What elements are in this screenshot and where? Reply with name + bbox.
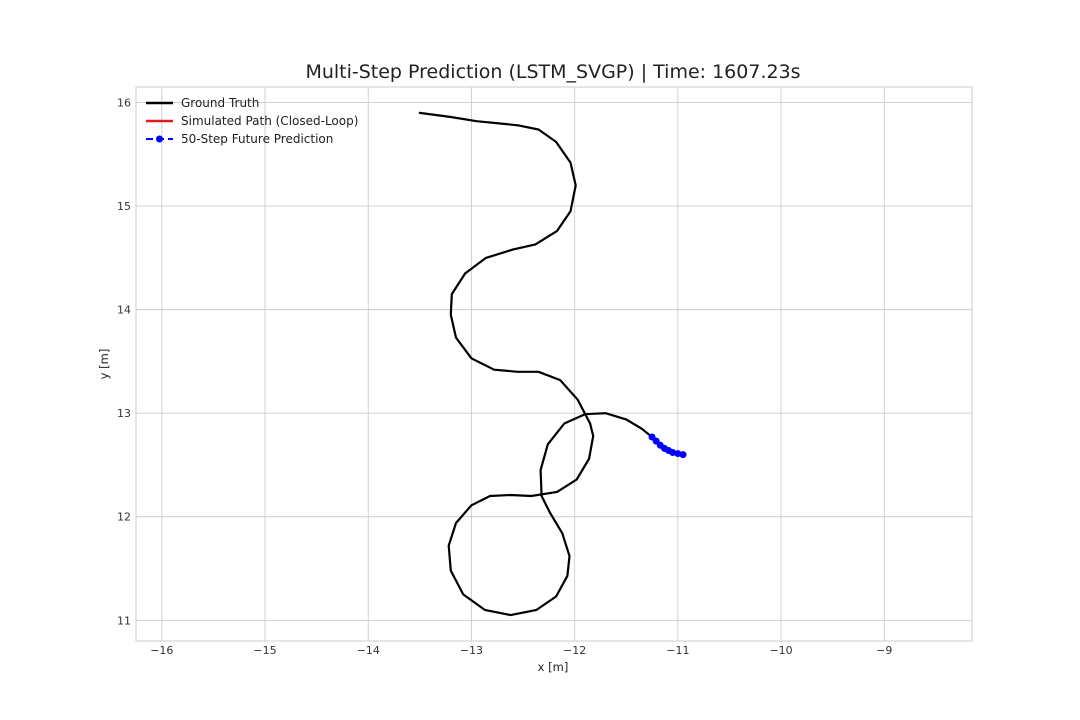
x-tick-label: −15 <box>253 644 276 657</box>
legend-entry-label: 50-Step Future Prediction <box>181 132 333 146</box>
plot-area: −16 −15 −14 −13 −12 −11 −10 −9 11 12 13 14 15 16 <box>117 86 973 657</box>
legend-marker <box>156 135 163 143</box>
legend: Ground Truth Simulated Path (Closed-Loop)… <box>146 96 358 146</box>
y-axis-label: y [m] <box>97 349 111 380</box>
chart-title: Multi-Step Prediction (LSTM_SVGP) | Time… <box>305 61 800 83</box>
x-tick-label: −11 <box>666 644 689 657</box>
y-tick-label: 14 <box>117 304 131 317</box>
x-axis-label: x [m] <box>538 660 569 674</box>
x-tick-label: −13 <box>460 644 483 657</box>
ground-truth-line <box>418 111 654 617</box>
plot-frame <box>135 86 973 642</box>
y-tick-label: 13 <box>117 407 131 420</box>
x-tick-label: −14 <box>357 644 380 657</box>
x-tick-label: −16 <box>150 644 173 657</box>
y-tick-label: 16 <box>117 97 131 110</box>
y-tick-label: 11 <box>117 614 131 627</box>
prediction-point <box>679 451 687 459</box>
x-tick-label: −9 <box>876 644 892 657</box>
plot-background <box>136 87 972 641</box>
x-tick-label: −12 <box>563 644 586 657</box>
legend-entry-label: Simulated Path (Closed-Loop) <box>181 114 358 128</box>
y-tick-label: 15 <box>117 200 131 213</box>
legend-entry-label: Ground Truth <box>181 96 259 110</box>
x-tick-label: −10 <box>769 644 792 657</box>
y-tick-label: 12 <box>117 511 131 524</box>
